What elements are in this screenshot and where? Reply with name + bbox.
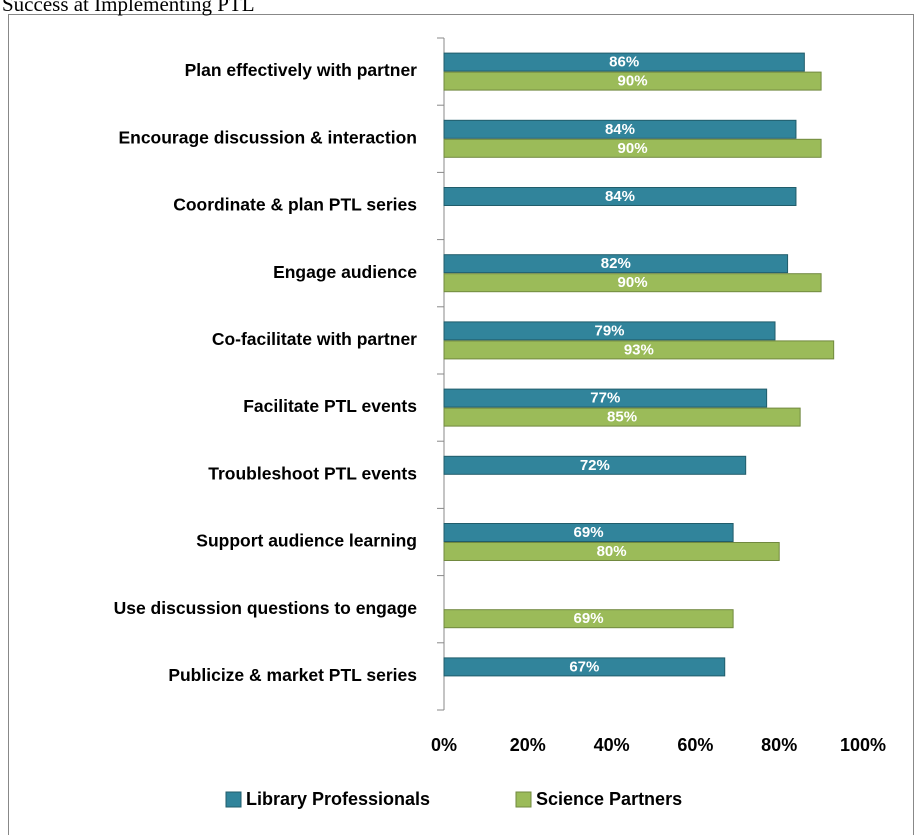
data-label: 72% (580, 457, 610, 474)
category-label: Troubleshoot PTL events (208, 463, 417, 483)
bar (443, 542, 780, 561)
data-label: 84% (605, 121, 635, 138)
bar (443, 321, 776, 341)
legend-swatch (225, 791, 242, 808)
data-label: 80% (597, 543, 627, 560)
data-label: 67% (569, 658, 599, 675)
legend-swatch (515, 791, 532, 808)
bar (443, 340, 835, 360)
data-label: 69% (574, 610, 604, 627)
legend-label: Library Professionals (246, 789, 430, 809)
category-label: Engage audience (273, 262, 417, 282)
category-label: Plan effectively with partner (185, 60, 418, 80)
data-label: 85% (607, 409, 637, 426)
data-label: 69% (574, 524, 604, 541)
data-label: 79% (594, 322, 624, 339)
x-tick-label: 40% (594, 735, 630, 755)
bar (443, 523, 734, 542)
category-label: Support audience learning (196, 531, 417, 551)
category-label: Use discussion questions to engage (114, 598, 418, 618)
data-label: 90% (618, 274, 648, 291)
category-label: Encourage discussion & interaction (118, 127, 417, 147)
chart-title: Success at Implementing PTL (2, 0, 255, 16)
bar (443, 455, 747, 475)
bar (443, 52, 805, 72)
bar (443, 119, 797, 139)
legend-label: Science Partners (536, 789, 682, 809)
data-label: 90% (618, 140, 648, 157)
category-label: Publicize & market PTL series (168, 665, 417, 685)
data-label: 90% (618, 73, 648, 90)
data-label: 77% (590, 390, 620, 407)
category-label: Co-facilitate with partner (212, 329, 417, 349)
bar (443, 71, 822, 91)
x-tick-label: 80% (761, 735, 797, 755)
x-tick-label: 60% (677, 735, 713, 755)
data-label: 82% (601, 255, 631, 272)
x-tick-label: 100% (840, 735, 886, 755)
x-tick-label: 20% (510, 735, 546, 755)
bar (443, 254, 789, 274)
data-label: 86% (609, 54, 639, 71)
x-tick-label: 0% (431, 735, 457, 755)
bar (443, 657, 726, 677)
bar (443, 407, 801, 427)
category-label: Coordinate & plan PTL series (173, 195, 417, 215)
category-label: Facilitate PTL events (243, 396, 417, 416)
data-label: 84% (605, 188, 635, 205)
bar (443, 388, 768, 408)
bar (443, 138, 822, 158)
bar (443, 609, 734, 629)
bar (443, 187, 797, 206)
data-label: 93% (624, 341, 654, 358)
bar (443, 273, 822, 293)
